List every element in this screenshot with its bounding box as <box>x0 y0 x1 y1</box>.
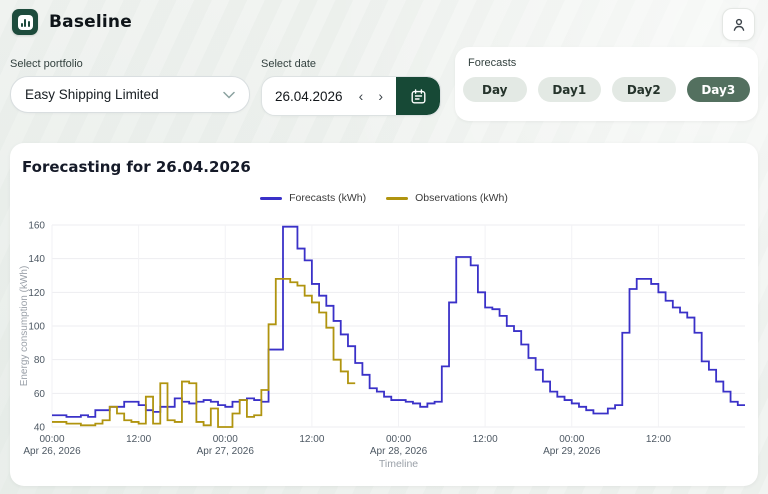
calendar-button[interactable] <box>396 77 440 115</box>
chevron-down-icon <box>223 91 235 99</box>
chart-title: Forecasting for 26.04.2026 <box>22 158 251 176</box>
person-icon <box>733 18 744 31</box>
top-bar: Baseline <box>0 0 768 44</box>
legend-item-forecasts: Forecasts (kWh) <box>260 192 366 204</box>
bar-chart-icon <box>17 14 33 30</box>
svg-text:00:00: 00:00 <box>213 434 238 445</box>
svg-text:00:00: 00:00 <box>39 434 64 445</box>
portfolio-select[interactable]: Easy Shipping Limited <box>10 76 250 113</box>
svg-text:12:00: 12:00 <box>299 434 324 445</box>
date-control: 26.04.2026 ‹ › <box>261 76 441 116</box>
forecasts-title: Forecasts <box>468 57 517 69</box>
svg-text:40: 40 <box>34 423 46 434</box>
portfolio-value: Easy Shipping Limited <box>25 87 159 102</box>
svg-text:60: 60 <box>34 389 46 400</box>
svg-text:Apr 29, 2026: Apr 29, 2026 <box>543 446 601 457</box>
prev-day-button[interactable]: ‹ <box>358 88 364 104</box>
forecast-option-day1[interactable]: Day1 <box>537 77 601 102</box>
forecast-chart-card: Forecasting for 26.04.2026 Forecasts (kW… <box>10 143 758 486</box>
svg-text:160: 160 <box>28 221 45 232</box>
chart-legend: Forecasts (kWh) Observations (kWh) <box>10 192 758 204</box>
svg-text:80: 80 <box>34 355 46 366</box>
svg-text:140: 140 <box>28 254 45 265</box>
legend-label-forecasts: Forecasts (kWh) <box>289 192 367 204</box>
app-logo <box>12 9 38 35</box>
svg-text:00:00: 00:00 <box>559 434 584 445</box>
legend-label-observations: Observations (kWh) <box>415 192 508 204</box>
svg-text:Apr 28, 2026: Apr 28, 2026 <box>370 446 428 457</box>
svg-text:100: 100 <box>28 322 45 333</box>
forecast-option-day[interactable]: Day <box>463 77 527 102</box>
next-day-button[interactable]: › <box>378 88 383 104</box>
legend-item-observations: Observations (kWh) <box>386 192 508 204</box>
svg-text:12:00: 12:00 <box>473 434 498 445</box>
date-value[interactable]: 26.04.2026 <box>275 88 343 104</box>
svg-text:Energy consumption (kWh): Energy consumption (kWh) <box>19 266 30 387</box>
svg-text:Timeline: Timeline <box>379 458 418 470</box>
forecasts-panel: Forecasts Day Day1 Day2 Day3 <box>455 47 758 121</box>
date-filter: Select date 26.04.2026 ‹ › <box>261 58 441 116</box>
observation-line-swatch <box>386 196 409 200</box>
svg-text:120: 120 <box>28 288 45 299</box>
svg-text:Apr 26, 2026: Apr 26, 2026 <box>23 446 81 457</box>
user-profile-button[interactable] <box>722 8 755 41</box>
forecast-options: Day Day1 Day2 Day3 <box>463 77 750 102</box>
portfolio-filter: Select portfolio Easy Shipping Limited <box>10 58 250 113</box>
date-nav: ‹ › <box>359 77 396 115</box>
svg-text:12:00: 12:00 <box>646 434 671 445</box>
forecast-option-day3[interactable]: Day3 <box>686 77 750 102</box>
app-title: Baseline <box>49 12 132 32</box>
svg-text:12:00: 12:00 <box>126 434 151 445</box>
calendar-icon <box>411 88 426 103</box>
svg-text:Apr 27, 2026: Apr 27, 2026 <box>197 446 255 457</box>
forecast-option-day2[interactable]: Day2 <box>612 77 676 102</box>
date-label: Select date <box>261 58 317 70</box>
svg-text:00:00: 00:00 <box>386 434 411 445</box>
portfolio-label: Select portfolio <box>10 58 83 70</box>
forecast-line-swatch <box>260 196 283 200</box>
